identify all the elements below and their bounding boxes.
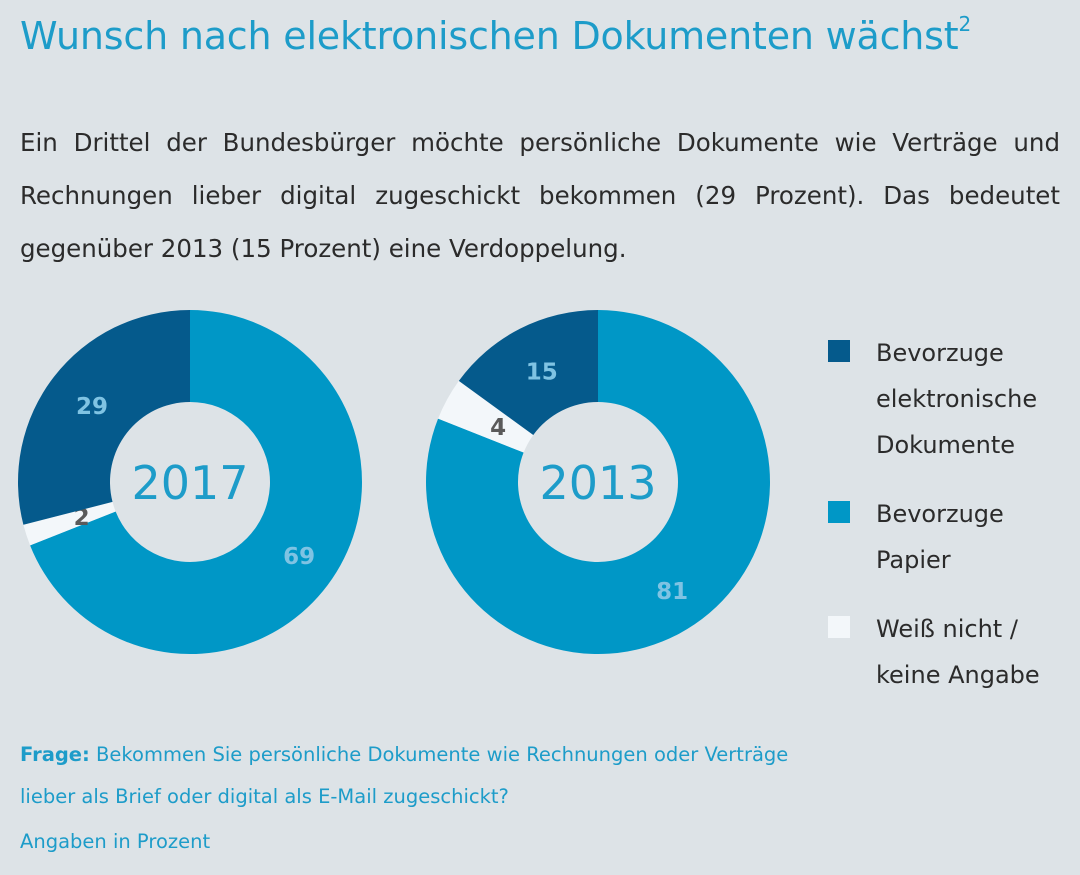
legend-swatch-unknown xyxy=(828,616,850,638)
question-label: Frage: xyxy=(20,743,90,766)
legend-item-unknown: Weiß nicht / keine Angabe xyxy=(828,606,1068,698)
donut-2013-slice-electronic xyxy=(458,310,598,435)
legend-swatch-electronic xyxy=(828,340,850,362)
donut-2013-slice-unknown xyxy=(438,380,534,453)
legend-label-paper: Bevorzuge Papier xyxy=(876,500,1004,574)
donut-2017-value-paper: 69 xyxy=(283,544,315,570)
donut-2017-center-label: 2017 xyxy=(131,456,248,510)
intro-text: Ein Drittel der Bundesbürger möchte pers… xyxy=(20,128,1060,263)
donut-2013-value-electronic: 15 xyxy=(526,360,558,386)
donut-2017-slice-electronic xyxy=(17,310,190,525)
donut-charts: 69 2 29 2017 81 4 15 2013 xyxy=(17,310,770,655)
donut-2017-value-unknown: 2 xyxy=(74,505,90,531)
donut-2017-slice-unknown xyxy=(23,501,116,546)
title-footnote: 2 xyxy=(958,12,972,37)
chart-title: Wunsch nach elektronischen Dokumenten wä… xyxy=(20,12,972,58)
legend-label-unknown: Weiß nicht / keine Angabe xyxy=(876,615,1040,689)
question-note: Frage: Bekommen Sie persönliche Dokument… xyxy=(20,734,800,818)
donut-2017: 69 2 29 2017 xyxy=(17,310,363,654)
legend-swatch-paper xyxy=(828,501,850,523)
donut-2013-center-label: 2013 xyxy=(539,456,656,510)
donut-2013-value-unknown: 4 xyxy=(490,415,506,441)
question-text: Bekommen Sie persönliche Dokumente wie R… xyxy=(20,743,789,808)
donut-2017-value-electronic: 29 xyxy=(76,394,108,420)
legend-item-paper: Bevorzuge Papier xyxy=(828,491,1068,583)
unit-note: Angaben in Prozent xyxy=(20,830,211,853)
donut-2013: 81 4 15 2013 xyxy=(425,310,770,655)
donut-2013-slice-paper xyxy=(425,310,770,655)
donut-2017-slice-paper xyxy=(30,310,363,654)
donut-2013-value-paper: 81 xyxy=(656,579,688,605)
legend: Bevorzuge elektronische Dokumente Bevorz… xyxy=(828,330,1068,721)
title-text: Wunsch nach elektronischen Dokumenten wä… xyxy=(20,14,959,58)
legend-label-electronic: Bevorzuge elektronische Dokumente xyxy=(876,339,1038,459)
legend-item-electronic: Bevorzuge elektronische Dokumente xyxy=(828,330,1068,468)
